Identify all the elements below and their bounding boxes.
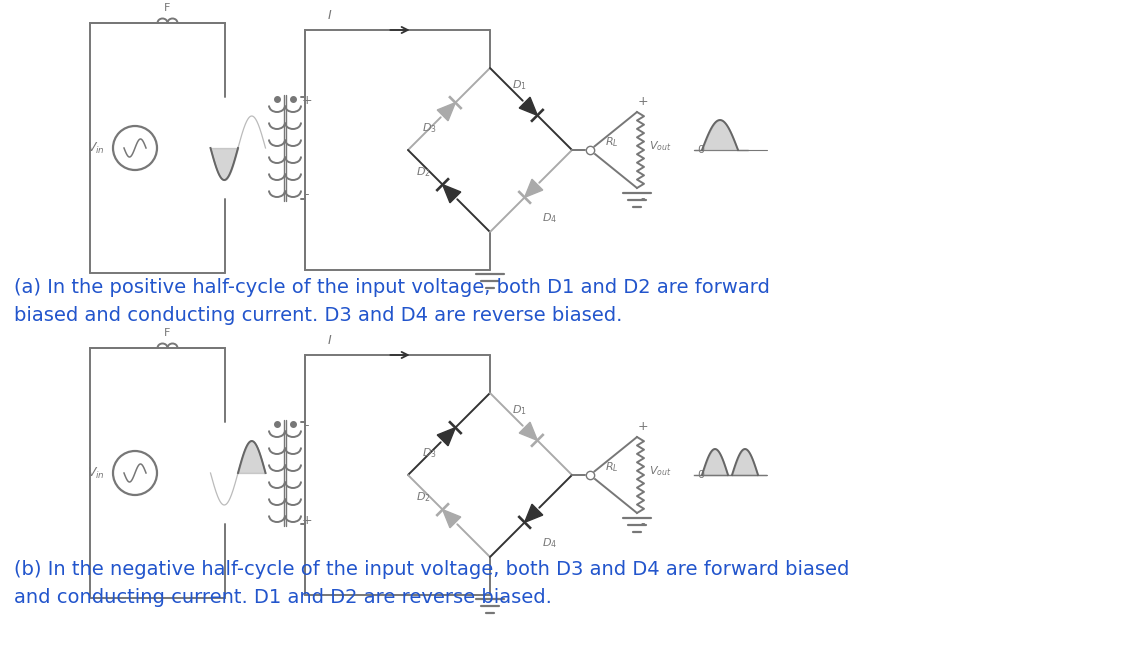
- Text: $D_1$: $D_1$: [512, 403, 526, 417]
- Text: +: +: [637, 95, 649, 108]
- Text: $D_3$: $D_3$: [423, 121, 437, 135]
- Text: $D_3$: $D_3$: [423, 446, 437, 460]
- Text: +: +: [637, 420, 649, 433]
- Text: $D_2$: $D_2$: [416, 165, 431, 179]
- Text: F: F: [164, 3, 170, 13]
- Text: $I$: $I$: [327, 334, 332, 347]
- Polygon shape: [443, 510, 460, 528]
- Text: (b) In the negative half-cycle of the input voltage, both D3 and D4 are forward : (b) In the negative half-cycle of the in…: [14, 560, 850, 607]
- Text: $V_{out}$: $V_{out}$: [649, 139, 671, 153]
- Text: $V_{out}$: $V_{out}$: [649, 464, 671, 478]
- Text: $D_1$: $D_1$: [512, 78, 526, 92]
- Text: $D_4$: $D_4$: [542, 536, 557, 550]
- Text: (a) In the positive half-cycle of the input voltage, both D1 and D2 are forward
: (a) In the positive half-cycle of the in…: [14, 278, 770, 325]
- Text: +: +: [301, 514, 312, 527]
- Text: $D_2$: $D_2$: [416, 490, 431, 504]
- Text: $D_4$: $D_4$: [542, 211, 557, 225]
- Polygon shape: [520, 422, 538, 440]
- Polygon shape: [524, 504, 542, 522]
- Text: $V_{in}$: $V_{in}$: [87, 140, 105, 155]
- Text: 0: 0: [697, 470, 703, 480]
- Text: $I$: $I$: [327, 9, 332, 22]
- Polygon shape: [437, 102, 456, 121]
- Polygon shape: [437, 428, 456, 446]
- Text: -: -: [641, 192, 645, 205]
- Polygon shape: [520, 97, 538, 115]
- Text: F: F: [164, 328, 170, 338]
- Text: 0: 0: [697, 145, 703, 155]
- Text: $R_L$: $R_L$: [605, 135, 619, 149]
- Text: -: -: [305, 188, 309, 201]
- Polygon shape: [443, 184, 460, 203]
- Text: $V_{in}$: $V_{in}$: [87, 466, 105, 481]
- Text: -: -: [305, 419, 309, 432]
- Polygon shape: [524, 179, 542, 197]
- Text: +: +: [301, 94, 312, 108]
- Text: $R_L$: $R_L$: [605, 460, 619, 474]
- Text: -: -: [641, 517, 645, 530]
